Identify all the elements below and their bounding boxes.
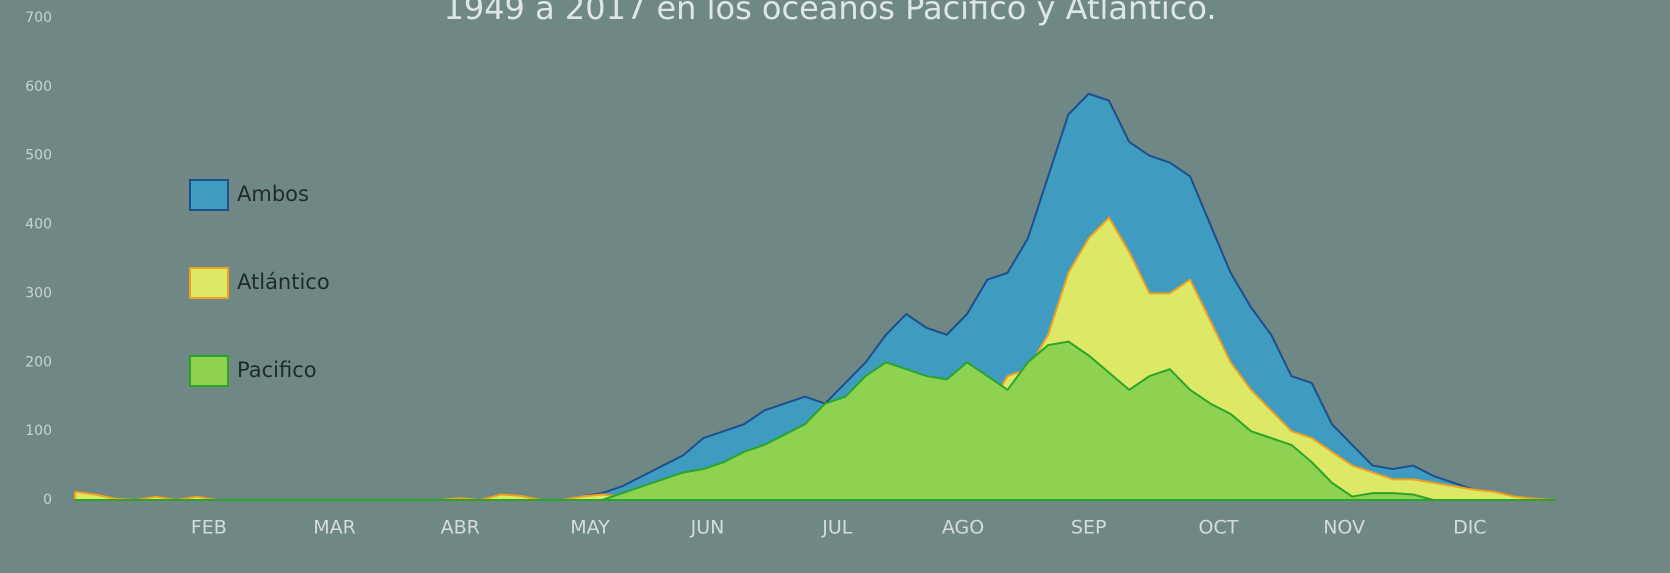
y-tick-label: 600: [25, 79, 52, 95]
x-tick-label: JUN: [690, 517, 725, 539]
y-tick-label: 0: [43, 492, 52, 508]
y-tick-label: 100: [25, 423, 52, 439]
y-tick-label: 300: [25, 285, 52, 301]
y-tick-label: 400: [25, 217, 52, 233]
chart-title: 1949 a 2017 en los océanos Pacífico y At…: [443, 0, 1216, 27]
x-tick-label: NOV: [1323, 517, 1365, 539]
y-tick-label: 500: [25, 148, 52, 164]
legend-swatch: [189, 267, 229, 299]
x-tick-label: SEP: [1071, 517, 1107, 539]
legend-label: Atlántico: [237, 270, 330, 294]
x-tick-label: FEB: [191, 517, 227, 539]
x-tick-label: AGO: [942, 517, 984, 539]
x-tick-label: ABR: [441, 517, 480, 539]
x-tick-label: JUL: [821, 517, 853, 539]
legend-swatch: [189, 355, 229, 387]
area: [74, 340, 1556, 501]
legend-label: Ambos: [237, 182, 309, 206]
x-tick-label: DIC: [1453, 517, 1487, 539]
x-tick-label: MAY: [570, 517, 610, 539]
x-tick-label: OCT: [1199, 517, 1239, 539]
legend-swatch: [189, 179, 229, 211]
legend-label: Pacifico: [237, 358, 317, 382]
y-tick-label: 700: [25, 10, 52, 26]
x-tick-label: MAR: [313, 517, 356, 539]
y-tick-label: 200: [25, 354, 52, 370]
